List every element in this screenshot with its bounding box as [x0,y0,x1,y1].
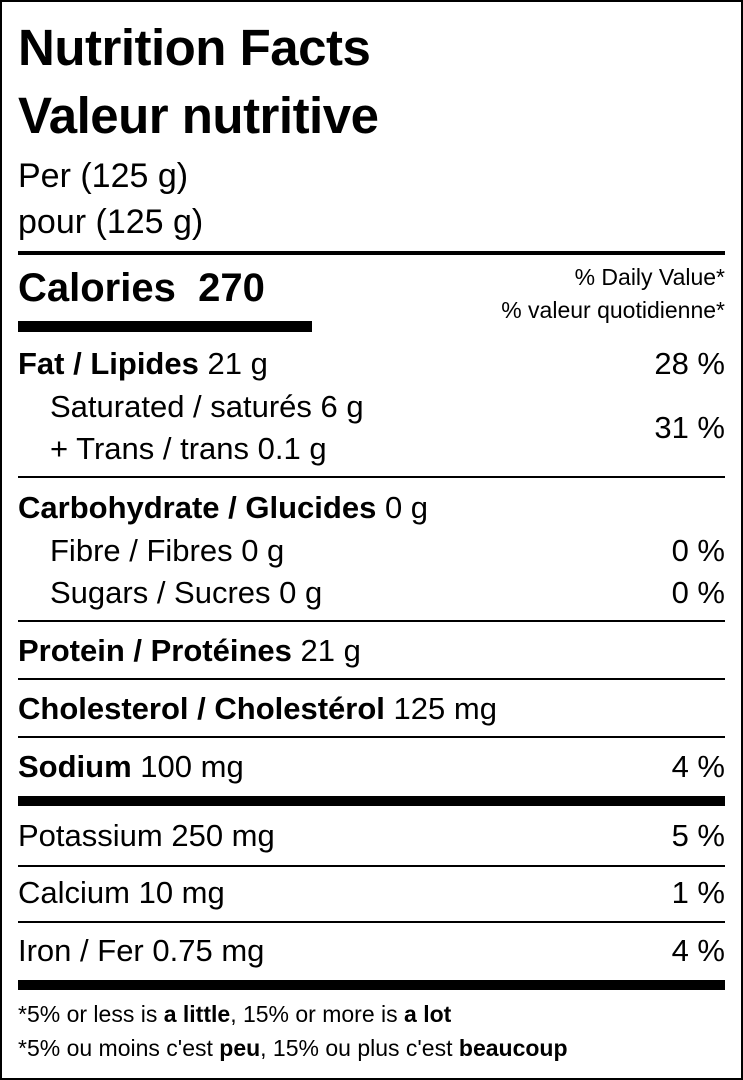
divider [18,476,725,478]
footnote-english: *5% or less is a little, 15% or more is … [18,1003,451,1026]
footnote-text: 5% or less is [26,1001,164,1027]
divider [18,865,725,867]
fibre-label: Fibre / Fibres 0 g [50,533,285,568]
calories-bar [18,321,312,332]
saturated-label: Saturated / saturés 6 g [50,389,364,424]
iron-dv: 4 % [671,933,725,968]
carbohydrate-label: Carbohydrate / Glucides [18,490,377,525]
divider [18,736,725,738]
protein-label: Protein / Protéines [18,633,292,668]
footnote-emphasis: a little [163,1001,231,1027]
daily-value-header-english: % Daily Value* [574,264,725,290]
footnote-text: 5% ou moins c'est [26,1035,220,1061]
fibre-dv: 0 % [671,533,725,568]
fat-amount: 21 g [207,346,268,381]
calories: Calories 270 [18,268,265,308]
footnote-emphasis: a lot [404,1001,452,1027]
footnote-french: *5% ou moins c'est peu, 15% ou plus c'es… [18,1037,568,1060]
fat-dv: 28 % [654,346,725,381]
iron-label: Iron / Fer 0.75 mg [18,933,265,968]
footnote-emphasis: beaucoup [458,1035,568,1061]
divider-thick [18,796,725,806]
carbohydrate-amount: 0 g [384,490,429,525]
calcium-label: Calcium 10 mg [18,875,225,910]
fat-label: Fat / Lipides [18,346,199,381]
divider [18,921,725,923]
sodium-label: Sodium [18,749,132,784]
serving-size-english: Per (125 g) [18,157,189,195]
divider [18,620,725,622]
divider-thick [18,980,725,990]
saturated-trans-dv: 31 % [654,410,725,445]
footnote-text: , 15% or more is [230,1001,405,1027]
calories-label: Calories [18,266,176,310]
trans-label: + Trans / trans 0.1 g [50,431,327,466]
footnote-text: , 15% ou plus c'est [260,1035,459,1061]
serving-size-french: pour (125 g) [18,203,204,241]
footnote-emphasis: peu [219,1035,261,1061]
sugars-label: Sugars / Sucres 0 g [50,575,323,610]
sodium-amount: 100 mg [140,749,244,784]
title-english: Nutrition Facts [18,19,371,76]
divider [18,678,725,680]
calcium-dv: 1 % [671,875,725,910]
cholesterol-label: Cholesterol / Cholestérol [18,691,385,726]
daily-value-header-french: % valeur quotidienne* [501,297,725,323]
protein-amount: 21 g [300,633,361,668]
calories-value: 270 [198,266,265,310]
potassium-dv: 5 % [671,818,725,853]
potassium-label: Potassium 250 mg [18,818,275,853]
sugars-dv: 0 % [671,575,725,610]
cholesterol-amount: 125 mg [393,691,497,726]
asterisk: * [18,1001,27,1027]
divider-thick [18,251,725,255]
title-french: Valeur nutritive [18,87,379,144]
sodium-dv: 4 % [671,749,725,784]
asterisk: * [18,1035,27,1061]
